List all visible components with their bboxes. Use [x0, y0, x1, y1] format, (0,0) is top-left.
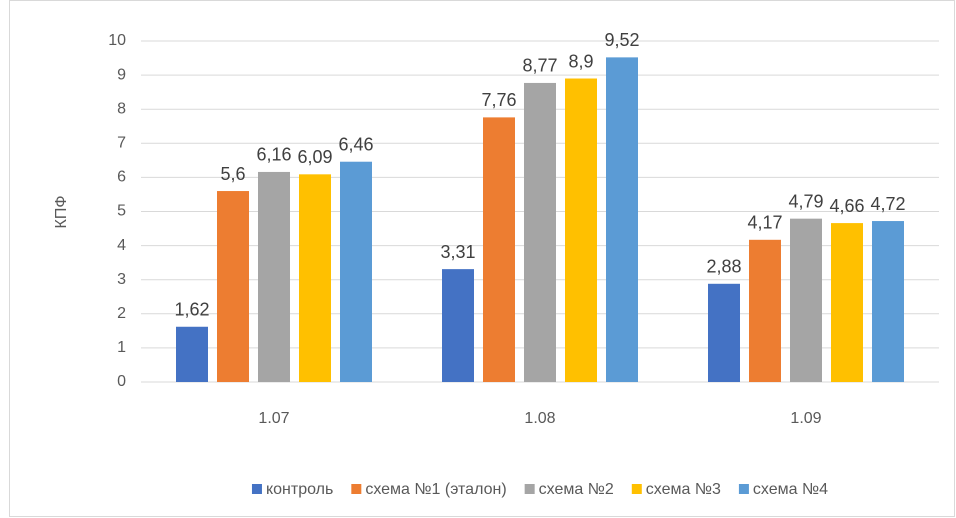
- legend-marker: [251, 484, 262, 494]
- legend-label: схема №3: [646, 481, 721, 498]
- y-tick-label: 8: [117, 100, 126, 117]
- value-label: 4,72: [870, 194, 905, 214]
- x-tick-label: 1.07: [258, 410, 289, 427]
- bar: [340, 161, 372, 382]
- value-label: 6,46: [338, 134, 373, 154]
- x-tick-label: 1.08: [524, 410, 555, 427]
- value-label: 4,79: [788, 191, 823, 211]
- bar: [524, 82, 556, 383]
- y-tick-label: 6: [117, 169, 126, 186]
- bar: [708, 283, 740, 382]
- legend-label: схема №4: [753, 481, 828, 498]
- bar: [872, 221, 904, 382]
- bar: [442, 269, 474, 382]
- bar: [565, 78, 597, 382]
- legend-marker: [631, 484, 642, 494]
- x-tick-label: 1.09: [790, 410, 821, 427]
- legend-label: схема №2: [539, 481, 614, 498]
- value-label: 7,76: [481, 90, 516, 110]
- bar: [299, 174, 331, 382]
- legend-label: схема №1 (эталон): [365, 481, 506, 498]
- value-label: 2,88: [706, 257, 741, 277]
- legend-marker: [738, 484, 749, 494]
- legend-label: контроль: [266, 481, 333, 498]
- y-tick-label: 0: [117, 373, 126, 390]
- value-label: 6,09: [297, 147, 332, 167]
- value-label: 8,9: [568, 51, 593, 71]
- bar: [606, 57, 638, 382]
- bar: [749, 239, 781, 382]
- bar: [258, 171, 290, 382]
- legend-marker: [351, 484, 362, 494]
- value-label: 1,62: [174, 300, 209, 320]
- y-tick-label: 10: [108, 32, 126, 49]
- y-tick-label: 1: [117, 339, 126, 356]
- value-label: 9,52: [604, 30, 639, 50]
- legend-marker: [524, 484, 535, 494]
- y-tick-label: 4: [117, 237, 126, 254]
- value-label: 3,31: [440, 242, 475, 262]
- bar: [790, 218, 822, 382]
- y-tick-label: 2: [117, 305, 126, 322]
- y-tick-label: 9: [117, 66, 126, 83]
- y-tick-label: 3: [117, 271, 126, 288]
- bar: [831, 223, 863, 382]
- value-label: 5,6: [220, 164, 245, 184]
- value-label: 4,66: [829, 196, 864, 216]
- value-label: 6,16: [256, 145, 291, 165]
- y-tick-label: 7: [117, 135, 126, 152]
- y-axis-title: КПФ: [53, 196, 70, 229]
- y-tick-label: 5: [117, 203, 126, 220]
- bar: [483, 117, 515, 382]
- value-label: 8,77: [522, 56, 557, 76]
- bar: [217, 191, 249, 382]
- value-label: 4,17: [747, 213, 782, 233]
- bar: [176, 326, 208, 382]
